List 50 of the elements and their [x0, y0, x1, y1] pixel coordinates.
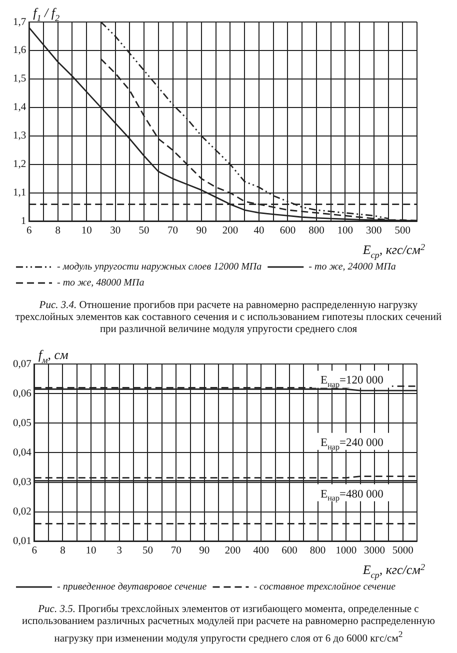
y-tick-label: 1,3 [13, 130, 26, 142]
x-tick-label: 90 [196, 225, 207, 236]
legend-label: - составное трехслойное сечение [254, 582, 396, 593]
legend-label: - то же, 48000 МПа [57, 278, 144, 289]
y-tick-label: 0,07 [13, 358, 32, 370]
x-tick-label: 8 [55, 225, 60, 236]
y-tick-label: 1,1 [13, 188, 26, 199]
legend-label: - то же, 24000 МПа [308, 262, 396, 273]
x-tick-label: 50 [142, 545, 153, 556]
x-tick-label: 600 [280, 225, 296, 236]
y-tick-label: 1,4 [13, 102, 27, 114]
y-tick-label: 1,5 [13, 74, 26, 85]
y-tick-label: 0,03 [13, 477, 32, 488]
x-tick-label: 1000 [336, 545, 357, 556]
x-tick-label: 500 [394, 225, 411, 236]
y-tick-label: 1,2 [13, 159, 26, 170]
y-tick-label: 0,06 [13, 388, 32, 400]
x-tick-label: 200 [224, 545, 241, 556]
x-tick-label: 50 [138, 225, 150, 236]
x-tick-label: 70 [168, 225, 178, 236]
x-tick-label: 800 [310, 545, 326, 556]
y-tick-label: 0,04 [13, 447, 32, 458]
y-tick-label: 1,6 [13, 45, 26, 56]
x-tick-label: 600 [282, 545, 298, 556]
x-tick-label: 3000 [364, 545, 385, 556]
x-tick-label: 3 [116, 545, 122, 556]
x-tick-label: 70 [170, 545, 182, 556]
y-tick-label: 0,02 [13, 506, 32, 518]
x-tick-label: 10 [86, 545, 96, 556]
text: Рис. 3.5. Прогибы трехслойных элементов от изгибающего момента, определенные с использованием различных расчетных модулей при расчете на равномерно распределенную нагрузку при изменении модуля упругости среднего слоя от 6 до 6000 кгс/см$^{2}$ [20, 604, 436, 646]
x-tick-label: 8 [60, 545, 66, 556]
x-tick-label: 800 [308, 225, 324, 236]
x-tick-label: 100 [337, 225, 354, 236]
x-tick-label: 6 [32, 545, 37, 556]
x-tick-label: 40 [254, 225, 264, 236]
x-tick-label: 10 [81, 225, 92, 236]
x-tick-label: 30 [110, 225, 121, 236]
y-tick-label: 0,05 [13, 418, 32, 429]
x-tick-label: 200 [222, 225, 238, 236]
text: Рис. 3.4. Отношение прогибов при расчете на равномерно распределенную нагрузку трехслойных элементов как составного сечения и с использованием гипотезы плоских сечений при различной величине модуля упругости среднего слоя [14, 300, 443, 336]
legend-label: - модуль упругости наружных слоев 12000 МПа [57, 262, 262, 273]
y-tick-label: 0,01 [13, 536, 32, 548]
x-tick-label: 400 [253, 545, 269, 556]
y-tick-label: 1 [20, 216, 26, 228]
x-tick-label: 5000 [392, 545, 414, 556]
x-tick-label: 6 [26, 225, 32, 236]
x-tick-label: 300 [366, 225, 382, 236]
x-tick-label: 90 [199, 545, 210, 556]
legend-label: - приведенное двутавровое сечение [57, 582, 208, 593]
y-tick-label: 1,7 [13, 16, 26, 28]
